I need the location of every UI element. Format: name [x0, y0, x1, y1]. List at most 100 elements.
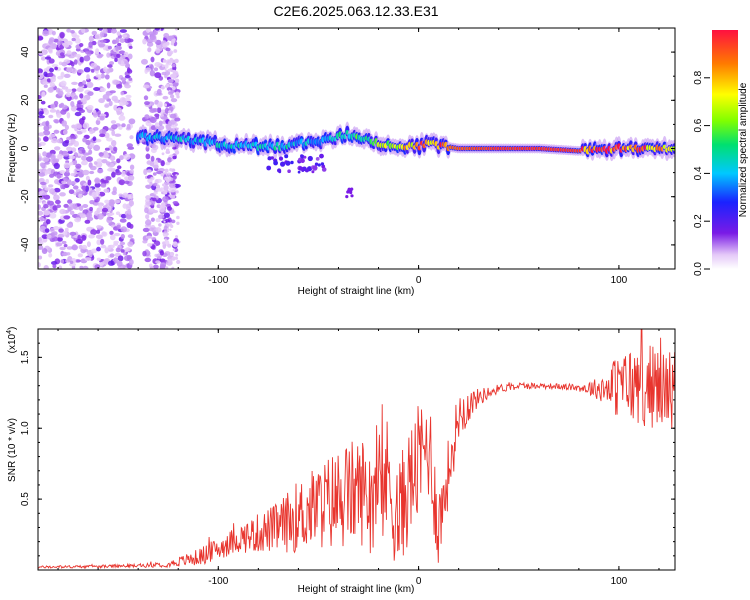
heatmap-ridge-lobe	[346, 190, 350, 194]
heatmap-noise-cell	[146, 219, 150, 224]
snr-series	[38, 329, 675, 570]
heatmap-noise-cell	[61, 61, 68, 67]
heatmap-noise-cell	[166, 61, 170, 64]
heatmap-noise-cell	[114, 57, 118, 63]
heatmap-noise-cell	[71, 37, 76, 42]
heatmap-noise-cell	[166, 228, 170, 231]
heatmap-noise-cell	[69, 135, 77, 140]
heatmap-noise-cell	[98, 98, 105, 104]
heatmap-noise-cell	[117, 58, 122, 65]
heatmap-noise-cell	[45, 178, 50, 184]
heatmap-noise-cell	[164, 107, 170, 114]
heatmap-noise-cell	[88, 41, 93, 48]
heatmap-noise-cell	[171, 256, 176, 261]
heatmap-noise-cell	[43, 194, 51, 200]
heatmap-noise-cell	[158, 214, 165, 220]
heatmap-noise-cell	[121, 170, 126, 175]
colorbar: 0.0 0.2 0.4 0.6 0.8 Normalized spectral ampl…	[693, 30, 749, 276]
heatmap-noise-cell	[159, 250, 164, 256]
heatmap-noise-cell	[56, 138, 63, 144]
heatmap-ridge-lobe	[290, 160, 294, 165]
heatmap-noise-cell	[98, 43, 106, 48]
heatmap-noise-cell	[102, 28, 108, 34]
heatmap-noise-cell	[108, 100, 113, 107]
heatmap-noise-cell	[43, 136, 48, 142]
heatmap-noise-cell	[71, 88, 77, 92]
heatmap-noise-cell	[98, 262, 105, 266]
heatmap-noise-cell	[90, 68, 95, 73]
heatmap-noise-cell	[164, 266, 169, 269]
heatmap-noise-cell	[88, 35, 94, 42]
heatmap-ridge-lobe	[300, 154, 305, 159]
heatmap-noise-cell	[52, 231, 58, 236]
heatmap-noise-cell	[101, 207, 109, 213]
heatmap-noise-cell	[93, 112, 98, 118]
heatmap-noise-cell	[164, 218, 170, 223]
heatmap-noise-cell	[69, 162, 74, 166]
heatmap-noise-cell	[142, 227, 150, 233]
heatmap-noise-cell	[51, 261, 58, 265]
heatmap-noise-cell	[160, 160, 165, 167]
heatmap-noise-cell	[163, 190, 168, 195]
heatmap-noise-cell	[101, 231, 107, 237]
heatmap-noise-cell	[76, 124, 83, 130]
heatmap-noise-cell	[145, 153, 151, 160]
heatmap-noise-cell	[149, 116, 157, 124]
heatmap-noise-cell	[174, 28, 179, 31]
heatmap-noise-cell	[121, 80, 127, 85]
heatmap-noise-cell	[109, 212, 115, 216]
heatmap-noise-cell	[38, 155, 43, 162]
heatmap-noise-cell	[73, 95, 78, 100]
heatmap-noise-cell	[81, 244, 88, 250]
heatmap-noise-cell	[154, 62, 162, 67]
heatmap-noise-cell	[161, 202, 166, 207]
heatmap-noise-cell	[49, 212, 57, 219]
heatmap-noise-cell	[38, 117, 41, 122]
heatmap-noise-cell	[104, 132, 110, 139]
heatmap-noise-cell	[49, 133, 56, 138]
heatmap-noise-cell	[175, 174, 178, 177]
heatmap-noise-cell	[148, 31, 155, 36]
heatmap-noise-cell	[59, 52, 65, 57]
snr-y-axis-title: SNR (10 * v/v)	[7, 418, 18, 482]
heatmap-noise-cell	[170, 98, 178, 103]
heatmap-noise-cell	[155, 39, 162, 46]
heatmap-noise-cell	[81, 160, 88, 166]
heatmap-noise-cell	[104, 147, 110, 151]
heatmap-noise-cell	[155, 114, 160, 120]
heatmap-noise-cell	[169, 194, 176, 199]
heatmap-noise-cell	[102, 94, 110, 100]
heatmap-noise-cell	[150, 56, 155, 63]
heatmap-noise-cell	[160, 262, 167, 268]
heatmap-noise-cell	[126, 123, 131, 130]
heatmap-noise-cell	[153, 191, 158, 195]
colorbar-title: Normalized spectral amplitude	[738, 82, 749, 217]
heatmap-noise-cell	[95, 187, 102, 192]
heatmap-noise-cell	[89, 206, 93, 212]
heatmap-noise-cell	[144, 207, 149, 214]
heatmap-noise-cell	[158, 223, 162, 227]
heatmap-noise-cell	[69, 260, 74, 264]
heatmap-noise-cell	[83, 55, 91, 62]
heatmap-noise-cell	[149, 182, 153, 186]
heatmap-noise-cell	[49, 82, 56, 88]
heatmap-noise-cell	[42, 151, 47, 157]
heatmap-noise-cell	[145, 201, 152, 206]
heatmap-ridge-lobe	[311, 170, 315, 174]
heatmap-noise-cell	[81, 28, 86, 34]
heatmap-noise-cell	[82, 80, 87, 85]
heatmap-noise-cell	[74, 217, 81, 223]
heatmap-noise-cell	[86, 74, 90, 80]
heatmap-noise-cell	[170, 58, 174, 62]
heatmap-noise-cell	[128, 77, 133, 81]
heatmap-noise-cell	[38, 204, 41, 210]
snr-x-axis-title: Height of straight line (km)	[298, 584, 415, 595]
heatmap-noise-cell	[38, 132, 45, 137]
heatmap-ridge-lobe	[319, 153, 324, 159]
heatmap-noise-cell	[119, 29, 127, 33]
heatmap-noise-cell	[63, 215, 71, 220]
heatmap-noise-cell	[143, 95, 149, 101]
heatmap-noise-cell	[149, 70, 156, 77]
snr-series-line	[38, 329, 675, 570]
heatmap-noise-cell	[124, 84, 131, 89]
